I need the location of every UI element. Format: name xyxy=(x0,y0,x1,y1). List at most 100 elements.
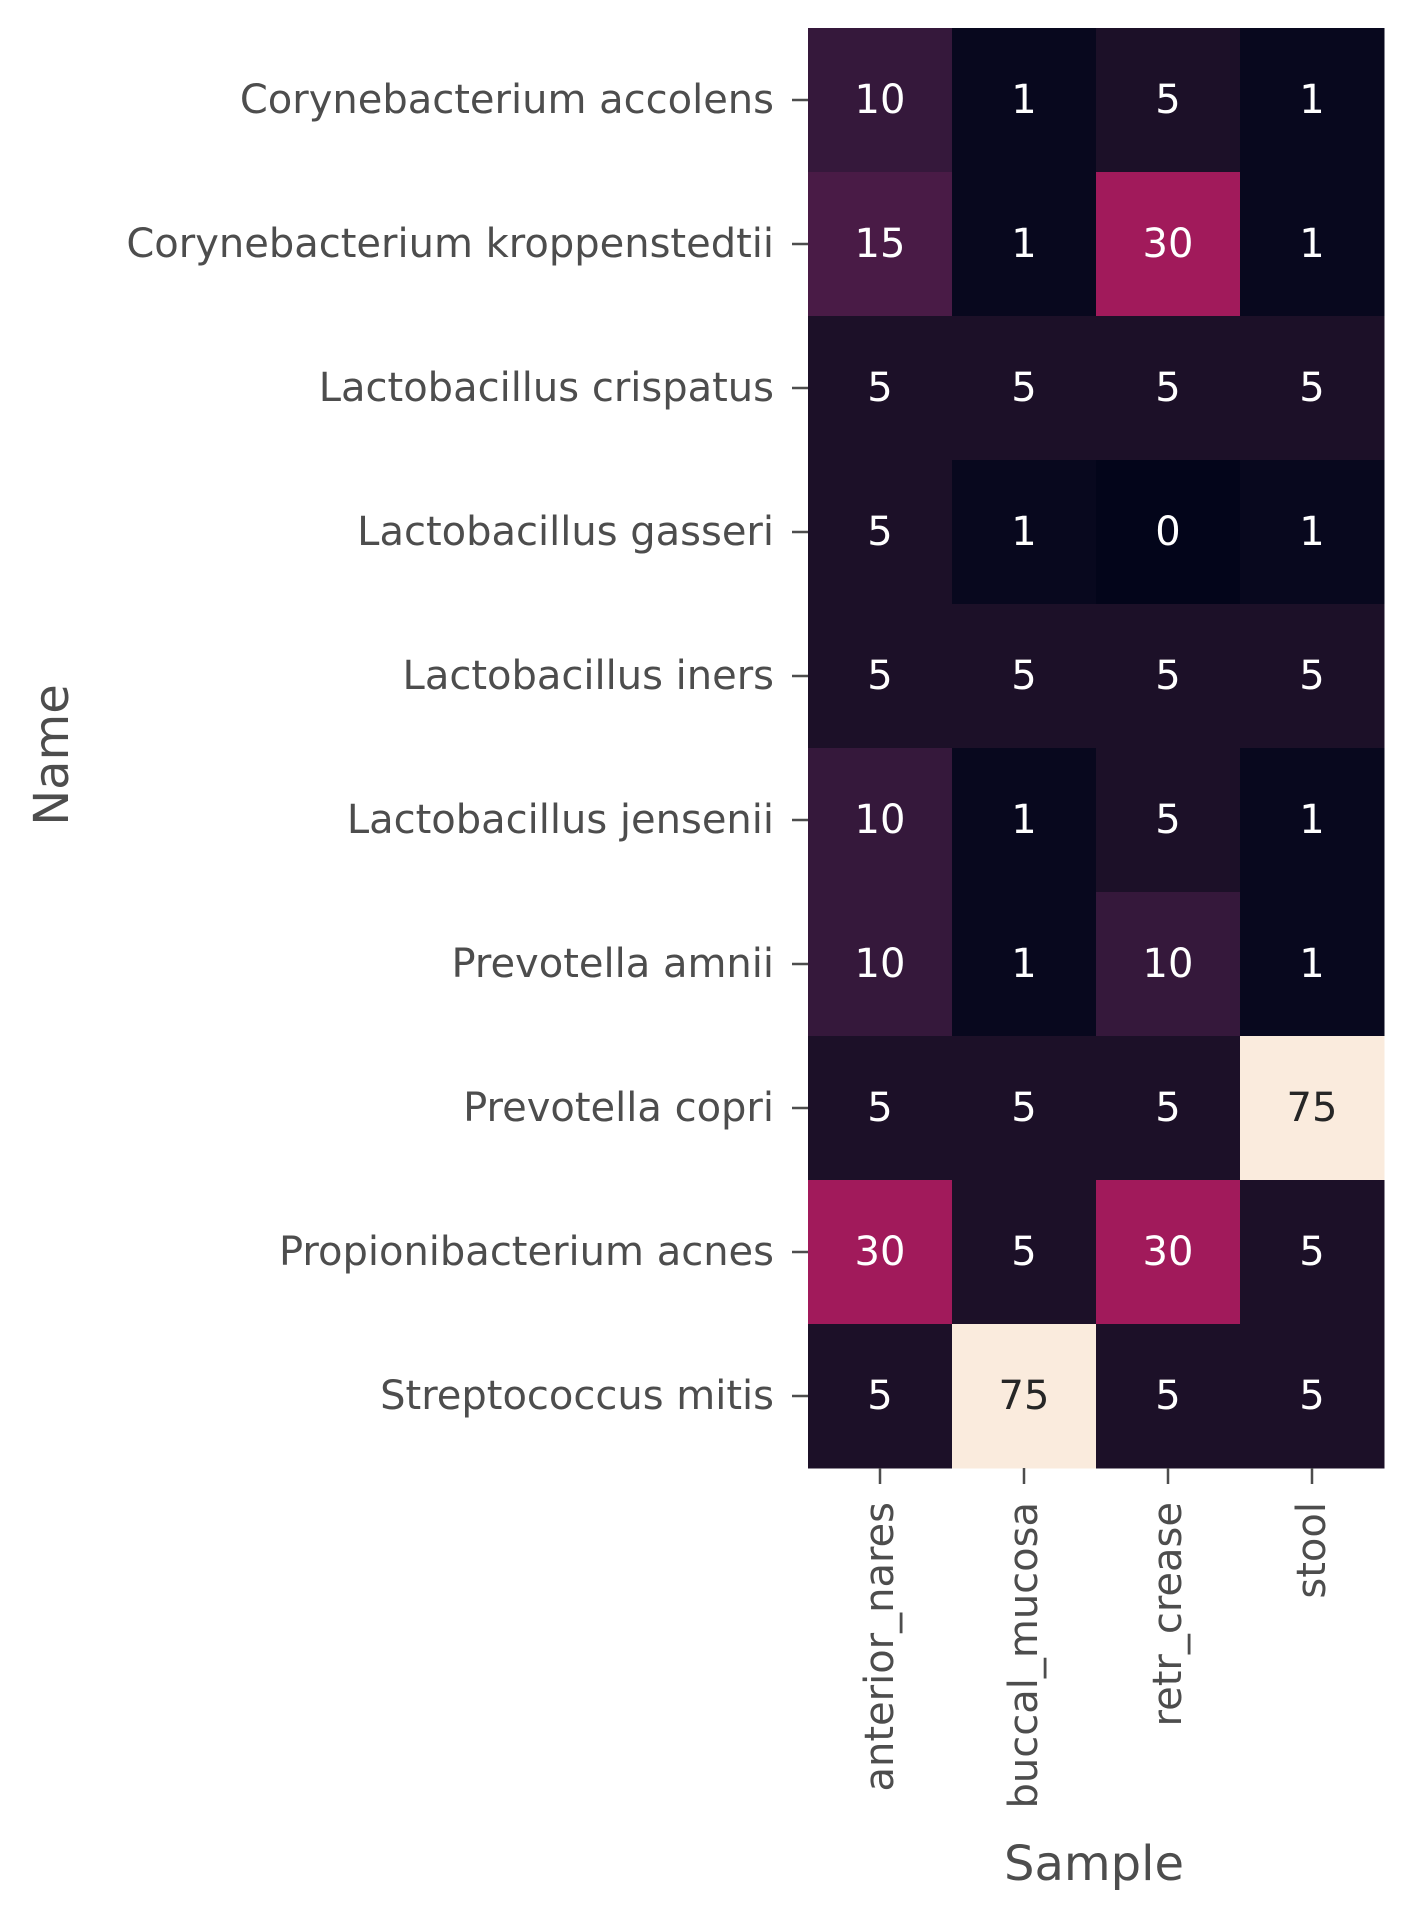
cell-value-label: 5 xyxy=(1299,653,1324,699)
cell-value-label: 5 xyxy=(867,653,892,699)
heatmap-cell xyxy=(808,172,953,317)
heatmap-cell xyxy=(1096,1180,1241,1325)
cell-value-label: 5 xyxy=(1299,1373,1324,1419)
heatmap-cell xyxy=(952,892,1097,1037)
cell-value-label: 5 xyxy=(1155,797,1180,843)
cell-value-label: 30 xyxy=(855,1229,906,1275)
y-tick-label: Lactobacillus crispatus xyxy=(319,365,774,411)
y-tick-label: Streptococcus mitis xyxy=(380,1373,774,1419)
cell-value-label: 5 xyxy=(1299,365,1324,411)
y-axis-ticks: Corynebacterium accolens Corynebacterium … xyxy=(126,77,808,1419)
cell-value-label: 30 xyxy=(1143,1229,1194,1275)
heatmap-cell xyxy=(1096,604,1241,749)
heatmap-cells xyxy=(808,28,1385,1469)
y-tick-label: Lactobacillus jensenii xyxy=(347,797,774,843)
cell-value-label: 75 xyxy=(1287,1085,1338,1131)
cell-value-label: 10 xyxy=(855,77,906,123)
cell-value-label: 5 xyxy=(1011,653,1036,699)
heatmap-cell xyxy=(952,1324,1097,1469)
cell-value-label: 5 xyxy=(1011,1229,1036,1275)
heatmap-cell xyxy=(808,604,953,749)
heatmap-cell xyxy=(808,1036,953,1181)
cell-value-label: 5 xyxy=(1011,1085,1036,1131)
y-tick-label: Corynebacterium kroppenstedtii xyxy=(126,221,774,267)
heatmap-cell xyxy=(808,1180,953,1325)
heatmap-cell xyxy=(952,316,1097,461)
heatmap-cell xyxy=(1240,1180,1385,1325)
y-tick-label: Prevotella copri xyxy=(463,1085,774,1131)
cell-value-label: 1 xyxy=(1011,509,1036,555)
cell-value-label: 5 xyxy=(867,509,892,555)
cell-value-label: 5 xyxy=(1299,1229,1324,1275)
heatmap-cell xyxy=(1096,748,1241,893)
x-axis-label: Sample xyxy=(1004,1836,1184,1892)
cell-value-label: 1 xyxy=(1299,941,1324,987)
heatmap-cell xyxy=(1096,1036,1241,1181)
y-axis-label: Name xyxy=(24,684,80,826)
heatmap-cell xyxy=(808,460,953,605)
heatmap-cell xyxy=(808,316,953,461)
cell-value-label: 0 xyxy=(1155,509,1180,555)
heatmap-cell xyxy=(952,748,1097,893)
heatmap-cell xyxy=(1240,748,1385,893)
heatmap-cell xyxy=(1096,316,1241,461)
heatmap-cell xyxy=(952,1036,1097,1181)
cell-value-label: 1 xyxy=(1299,77,1324,123)
cell-value-label: 5 xyxy=(1155,365,1180,411)
heatmap-cell xyxy=(952,1180,1097,1325)
x-tick-label: stool xyxy=(1289,1502,1335,1599)
x-tick-label: buccal_mucosa xyxy=(1001,1502,1047,1808)
heatmap-cell xyxy=(1240,460,1385,605)
heatmap-cell xyxy=(952,172,1097,317)
cell-value-label: 5 xyxy=(1155,653,1180,699)
cell-value-label: 1 xyxy=(1299,509,1324,555)
heatmap-cell xyxy=(1096,172,1241,317)
heatmap-cell xyxy=(1240,28,1385,173)
heatmap-cell xyxy=(1096,460,1241,605)
cell-value-label: 1 xyxy=(1011,221,1036,267)
heatmap-cell xyxy=(1240,316,1385,461)
cell-value-label: 1 xyxy=(1011,941,1036,987)
x-axis-ticks: anterior_nares buccal_mucosa retr_crease st… xyxy=(857,1468,1335,1808)
cell-value-label: 5 xyxy=(867,365,892,411)
y-tick-label: Lactobacillus iners xyxy=(403,653,774,699)
cell-value-label: 5 xyxy=(1011,365,1036,411)
cell-annotations: 10 1 5 115 1 30 15 5 5 55 1 0 15 5 5 510 1 5 110 1 10 15 5 5 753… xyxy=(855,77,1338,1419)
cell-value-label: 10 xyxy=(855,797,906,843)
heatmap-cell xyxy=(808,28,953,173)
x-tick-label: anterior_nares xyxy=(857,1502,903,1792)
heatmap-cell xyxy=(952,460,1097,605)
heatmap-cell xyxy=(1240,1036,1385,1181)
y-tick-label: Corynebacterium accolens xyxy=(240,77,774,123)
cell-value-label: 1 xyxy=(1299,221,1324,267)
y-tick-label: Lactobacillus gasseri xyxy=(357,509,774,555)
cell-value-label: 15 xyxy=(855,221,906,267)
cell-value-label: 5 xyxy=(867,1373,892,1419)
heatmap-cell xyxy=(1096,892,1241,1037)
cell-value-label: 5 xyxy=(1155,1373,1180,1419)
cell-value-label: 30 xyxy=(1143,221,1194,267)
heatmap-cell xyxy=(952,604,1097,749)
heatmap-cell xyxy=(1240,892,1385,1037)
cell-value-label: 1 xyxy=(1011,797,1036,843)
heatmap-cell xyxy=(1096,1324,1241,1469)
heatmap-cell xyxy=(1240,604,1385,749)
cell-value-label: 5 xyxy=(1155,1085,1180,1131)
heatmap-cell xyxy=(1240,172,1385,317)
heatmap-cell xyxy=(808,748,953,893)
heatmap-cell xyxy=(808,892,953,1037)
cell-value-label: 1 xyxy=(1299,797,1324,843)
cell-value-label: 75 xyxy=(999,1373,1050,1419)
cell-value-label: 10 xyxy=(1143,941,1194,987)
heatmap-cell xyxy=(952,28,1097,173)
heatmap-cell xyxy=(1096,28,1241,173)
x-tick-label: retr_crease xyxy=(1145,1502,1191,1726)
y-tick-label: Prevotella amnii xyxy=(451,941,774,987)
cell-value-label: 10 xyxy=(855,941,906,987)
heatmap-cell xyxy=(808,1324,953,1469)
heatmap-cell xyxy=(1240,1324,1385,1469)
cell-value-label: 5 xyxy=(1155,77,1180,123)
cell-value-label: 5 xyxy=(867,1085,892,1131)
y-tick-label: Propionibacterium acnes xyxy=(279,1229,774,1275)
